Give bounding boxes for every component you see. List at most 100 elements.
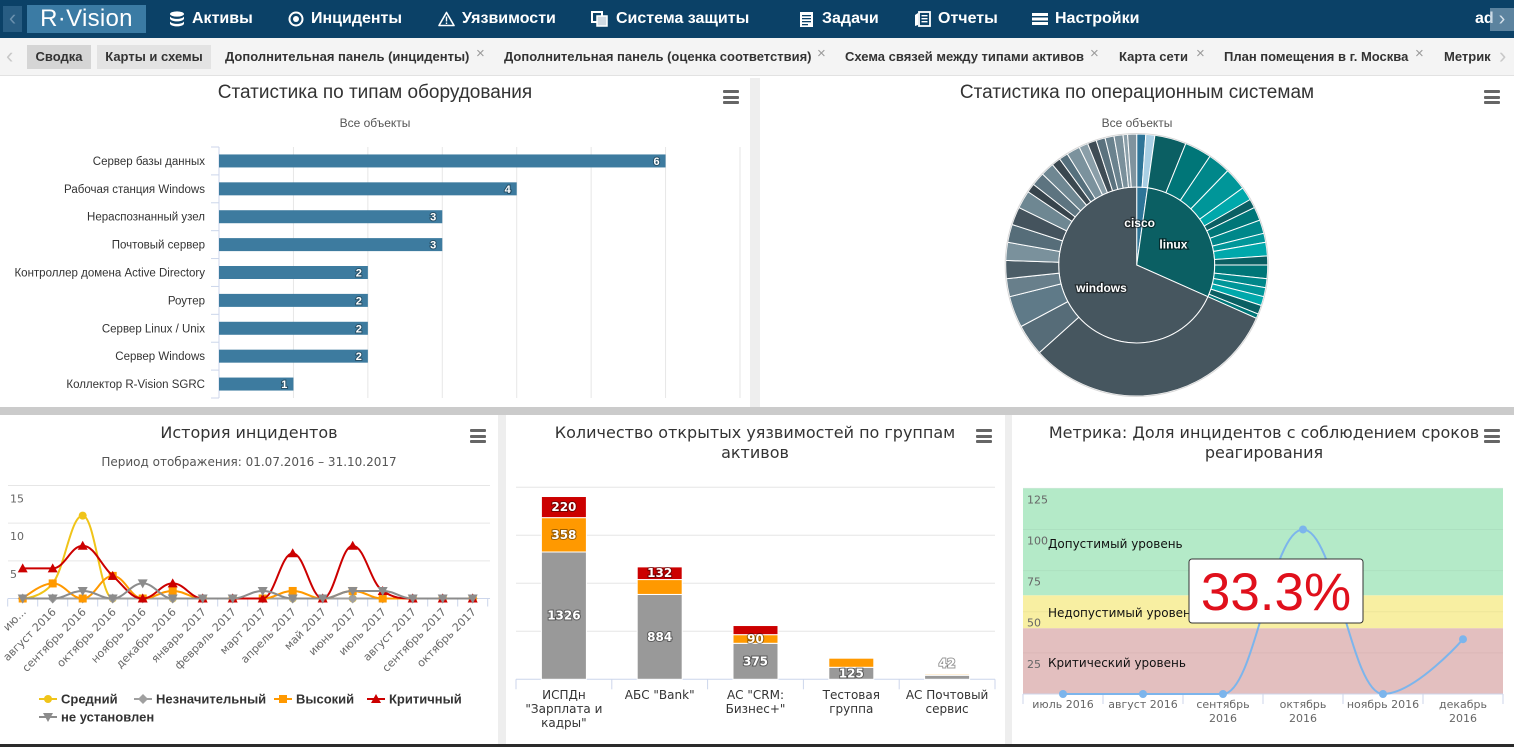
bar-segment[interactable] <box>732 625 779 636</box>
data-point[interactable] <box>137 579 148 589</box>
data-point[interactable] <box>47 594 58 604</box>
chart-menu-icon[interactable] <box>976 429 992 443</box>
legend-item[interactable]: Критичный <box>367 692 462 707</box>
bar-segment[interactable] <box>540 517 587 553</box>
tab-metrics[interactable]: Метрик <box>1444 49 1491 64</box>
bar[interactable] <box>219 154 666 168</box>
data-point[interactable] <box>347 593 358 604</box>
data-point[interactable] <box>78 511 87 520</box>
bar-segment[interactable] <box>828 657 875 668</box>
bar-segment[interactable] <box>924 674 971 680</box>
nav-item-assets[interactable]: Активы <box>169 0 253 38</box>
data-point[interactable] <box>467 594 478 604</box>
data-point[interactable] <box>77 540 88 550</box>
nav-item-incidents[interactable]: Инциденты <box>288 0 402 38</box>
chart-menu-icon[interactable] <box>723 90 739 104</box>
data-point[interactable] <box>107 570 118 580</box>
nav-item-settings[interactable]: Настройки <box>1032 0 1139 38</box>
data-point[interactable] <box>168 586 177 595</box>
data-point[interactable] <box>47 563 58 573</box>
bar[interactable] <box>219 238 443 252</box>
data-point[interactable] <box>17 563 28 573</box>
tab-network-map[interactable]: Карта сети <box>1119 49 1188 64</box>
bar[interactable] <box>219 182 517 196</box>
data-point[interactable] <box>288 586 297 595</box>
data-point[interactable] <box>287 548 298 558</box>
data-point[interactable] <box>77 586 88 596</box>
nav-item-vulnerabilities[interactable]: Уязвимости <box>438 0 556 38</box>
data-label: 6 <box>653 156 659 168</box>
data-point[interactable] <box>287 594 298 604</box>
chart-menu-icon[interactable] <box>470 429 486 443</box>
data-point[interactable] <box>1299 525 1307 534</box>
bar[interactable] <box>219 349 368 363</box>
bar[interactable] <box>219 210 443 224</box>
data-point[interactable] <box>1219 690 1227 698</box>
data-point[interactable] <box>167 594 178 604</box>
nav-item-reports[interactable]: Отчеты <box>914 0 998 38</box>
data-point[interactable] <box>317 594 328 604</box>
nav-item-tasks[interactable]: Задачи <box>798 0 879 38</box>
bar[interactable] <box>219 321 368 335</box>
legend-item[interactable]: Высокий <box>274 692 354 707</box>
tab-close-button[interactable]: × <box>1196 45 1205 62</box>
data-point[interactable] <box>197 594 208 604</box>
data-point[interactable] <box>78 594 87 603</box>
legend-item[interactable]: не установлен <box>39 710 154 725</box>
bar[interactable] <box>219 293 368 307</box>
data-point[interactable] <box>257 593 268 603</box>
data-point[interactable] <box>107 594 118 604</box>
data-point[interactable] <box>1379 690 1387 698</box>
data-point[interactable] <box>137 593 148 603</box>
tab-asset-type-links[interactable]: Схема связей между типами активов <box>845 49 1085 64</box>
tabs-scroll-left-button[interactable]: ‹ <box>6 43 14 68</box>
chart-menu-icon[interactable] <box>1484 90 1500 104</box>
data-point[interactable] <box>437 594 448 604</box>
legend-item[interactable]: Незначительный <box>134 692 266 707</box>
nav-scroll-right-button[interactable]: › <box>1490 8 1514 31</box>
data-point[interactable] <box>227 594 238 604</box>
data-point[interactable] <box>407 594 418 604</box>
sunburst-subslice-windows[interactable] <box>1127 133 1138 188</box>
data-point[interactable] <box>347 540 358 550</box>
tab-maps-schemes[interactable]: Карты и схемы <box>97 45 211 69</box>
tabs-scroll-right-button[interactable]: › <box>1499 43 1507 68</box>
data-point[interactable] <box>347 586 358 596</box>
nav-scroll-left-button[interactable]: ‹ <box>3 6 22 32</box>
nav-item-protection-system[interactable]: Система защиты <box>591 0 749 38</box>
data-point[interactable] <box>1059 690 1067 698</box>
data-point[interactable] <box>378 594 387 603</box>
tab-close-button[interactable]: × <box>476 45 485 62</box>
tab-close-button[interactable]: × <box>1415 45 1424 62</box>
chart-menu-icon[interactable] <box>1484 429 1500 443</box>
series-line[interactable] <box>22 582 473 600</box>
bar-segment[interactable] <box>732 642 779 680</box>
bar-segment[interactable] <box>924 673 971 676</box>
bar-segment[interactable] <box>540 551 587 680</box>
bar-segment[interactable] <box>540 496 587 519</box>
rvision-logo[interactable]: R·Vision <box>27 5 146 33</box>
bar[interactable] <box>219 266 368 279</box>
tab-extra-panel-compliance[interactable]: Дополнительная панель (оценка соответств… <box>504 49 812 64</box>
data-point[interactable] <box>377 586 388 596</box>
data-point[interactable] <box>167 578 178 588</box>
tab-close-button[interactable]: × <box>1090 45 1099 62</box>
data-point[interactable] <box>48 579 57 588</box>
data-point[interactable] <box>257 586 268 596</box>
tab-summary[interactable]: Сводка <box>27 45 91 69</box>
data-point[interactable] <box>1139 690 1147 698</box>
data-point[interactable] <box>1459 635 1467 644</box>
data-point[interactable] <box>17 594 28 604</box>
sunburst-subslice-windows[interactable] <box>1038 296 1258 397</box>
tab-close-button[interactable]: × <box>817 45 826 62</box>
series-line[interactable] <box>22 544 473 600</box>
tab-moscow-floor-plan[interactable]: План помещения в г. Москва <box>1224 49 1409 64</box>
legend-item[interactable]: Средний <box>39 692 118 707</box>
bar-segment[interactable] <box>636 566 683 581</box>
tab-extra-panel-incidents[interactable]: Дополнительная панель (инциденты) <box>225 49 470 64</box>
bar-segment[interactable] <box>636 579 683 595</box>
bar[interactable] <box>219 377 294 391</box>
bar-segment[interactable] <box>636 593 683 680</box>
series-line[interactable] <box>22 514 473 600</box>
user-menu[interactable]: ad <box>1475 10 1494 27</box>
